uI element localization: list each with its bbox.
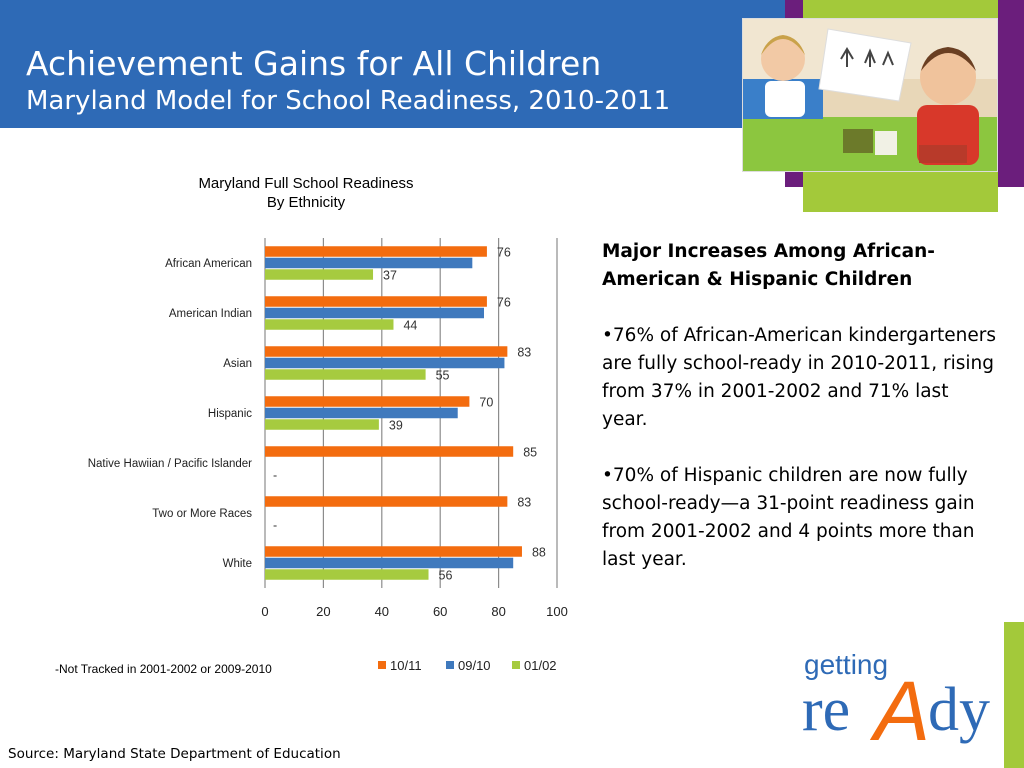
legend-swatch-1011	[378, 661, 386, 669]
finding-bullet-hispanic: •70% of Hispanic children are now fully …	[602, 465, 975, 570]
classroom-photo-illustration	[743, 19, 997, 171]
legend-label-0102: 01/02	[524, 658, 557, 673]
x-tick-label-60: 60	[433, 604, 447, 619]
bar-asian-1011	[265, 346, 508, 357]
x-tick-label-80: 80	[491, 604, 505, 619]
chart-data-labels: 76 37 76 44 83 55 70 39 85 - 83 - 88 56	[273, 246, 546, 583]
data-label-native-hawiian-pacific-islander-0102: -	[273, 469, 277, 483]
bar-american-indian-0910	[265, 307, 484, 319]
data-label-white-0102: 56	[439, 569, 453, 583]
data-label-native-hawiian-pacific-islander-1011: 85	[523, 446, 537, 460]
data-label-asian-0102: 55	[436, 369, 450, 383]
category-label-asian: Asian	[223, 358, 252, 370]
readiness-bar-chart: Maryland Full School Readiness By Ethnic…	[88, 175, 568, 673]
bar-white-0102	[265, 569, 429, 580]
chart-x-tick-labels: 0 20 40 60 80 100	[261, 604, 567, 619]
category-label-hispanic: Hispanic	[208, 408, 252, 420]
data-label-asian-1011: 83	[517, 346, 531, 360]
data-label-hispanic-0102: 39	[389, 419, 403, 433]
finding-bullet-african-american: •76% of African-American kindergarteners…	[602, 325, 996, 430]
legend-swatch-0910	[446, 661, 454, 669]
chart-category-labels: African American American Indian Asian Hisp…	[88, 258, 253, 570]
data-label-african-american-1011: 76	[497, 246, 511, 260]
data-label-two-or-more-races-0102: -	[273, 519, 277, 533]
not-tracked-note: -Not Tracked in 2001-2002 or 2009-2010	[55, 662, 272, 676]
decorative-green-block	[1004, 622, 1024, 768]
category-label-native-hawiian-pacific-islander: Native Hawiian / Pacific Islander	[88, 458, 252, 470]
category-label-two-or-more-races: Two or More Races	[152, 508, 252, 520]
decorative-green-block	[803, 0, 998, 18]
bar-native-hawiian-pacific-islander-1011	[265, 446, 514, 457]
bar-african-american-0102	[265, 269, 374, 280]
findings-heading: Major Increases Among African-American &…	[602, 241, 935, 290]
bar-hispanic-0910	[265, 407, 458, 419]
data-label-american-indian-1011: 76	[497, 296, 511, 310]
logo-letter-a: A	[869, 664, 930, 752]
data-label-african-american-0102: 37	[383, 269, 397, 283]
x-tick-label-100: 100	[546, 604, 568, 619]
bar-two-or-more-races-1011	[265, 496, 508, 507]
data-label-hispanic-1011: 70	[479, 396, 493, 410]
bar-hispanic-0102	[265, 419, 379, 430]
bar-african-american-1011	[265, 246, 487, 257]
x-tick-label-0: 0	[261, 604, 268, 619]
legend-label-1011: 10/11	[390, 658, 422, 673]
classroom-photo	[742, 18, 998, 172]
slide-title: Achievement Gains for All Children	[26, 44, 602, 83]
logo-word-dy: dy	[928, 676, 990, 744]
data-label-two-or-more-races-1011: 83	[517, 496, 531, 510]
logo-word-re: re	[802, 676, 850, 744]
bar-american-indian-0102	[265, 319, 394, 330]
bar-white-1011	[265, 546, 522, 557]
bar-hispanic-1011	[265, 396, 470, 407]
bar-asian-0910	[265, 357, 505, 369]
bar-american-indian-1011	[265, 296, 487, 307]
data-label-american-indian-0102: 44	[403, 319, 417, 333]
chart-bars	[265, 246, 522, 580]
slide-subtitle: Maryland Model for School Readiness, 201…	[26, 86, 671, 116]
chart-title: Maryland Full School Readiness	[198, 175, 413, 192]
chart-legend: 10/11 09/10 01/02	[378, 658, 557, 673]
legend-label-0910: 09/10	[458, 658, 491, 673]
x-tick-label-20: 20	[316, 604, 330, 619]
bar-asian-0102	[265, 369, 426, 380]
x-tick-label-40: 40	[375, 604, 389, 619]
category-label-african-american: African American	[165, 258, 252, 270]
legend-swatch-0102	[512, 661, 520, 669]
logo-word-getting: getting	[804, 649, 888, 680]
decorative-green-block	[803, 172, 998, 212]
getting-ready-logo: getting re A dy	[802, 649, 990, 752]
category-label-white: White	[223, 558, 252, 570]
key-findings-panel: Major Increases Among African-American &…	[602, 238, 997, 602]
chart-subtitle: By Ethnicity	[267, 194, 346, 211]
bar-african-american-0910	[265, 257, 473, 269]
bar-white-0910	[265, 557, 514, 569]
data-label-white-1011: 88	[532, 546, 546, 560]
category-label-american-indian: American Indian	[169, 308, 252, 320]
source-citation: Source: Maryland State Department of Edu…	[8, 746, 341, 762]
